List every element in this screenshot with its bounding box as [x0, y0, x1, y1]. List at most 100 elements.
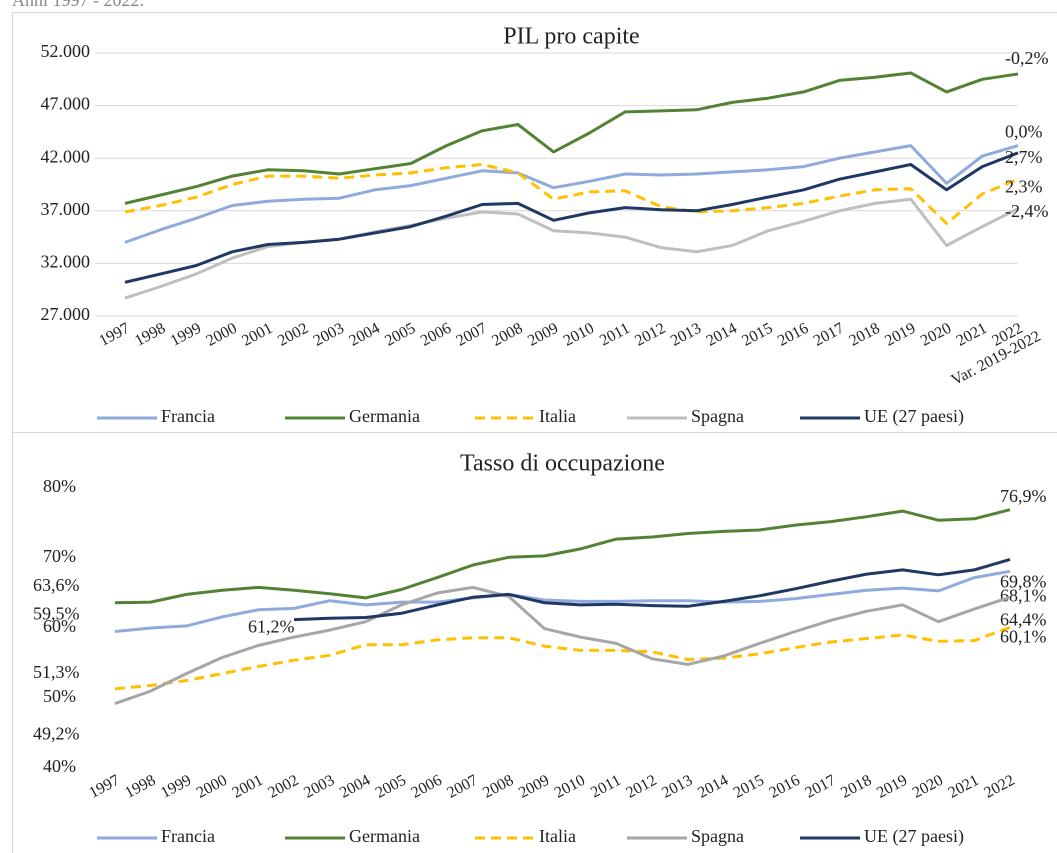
y-tick-label: 40%: [43, 756, 76, 776]
x-tick-label: 2009: [516, 772, 552, 802]
x-tick-label: 2005: [373, 772, 409, 802]
series-line: [114, 508, 1011, 605]
x-tick-label: 1998: [122, 772, 158, 802]
x-tick-label: 2000: [204, 320, 240, 350]
series-line: [124, 71, 1019, 205]
x-tick-label: 2002: [265, 772, 301, 802]
legend-label: UE (27 paesi): [864, 406, 964, 427]
x-tick-label: 2013: [659, 772, 695, 802]
x-tick-label: 2000: [194, 772, 230, 802]
legend-label: Francia: [161, 826, 215, 846]
legend-label: Francia: [161, 406, 215, 426]
x-tick-label: 2008: [480, 772, 516, 802]
y-tick-label: 80%: [43, 476, 76, 496]
y-tick-label: 60%: [43, 616, 76, 636]
data-label: 68,1%: [1000, 585, 1047, 605]
series-line: [293, 557, 1011, 622]
x-tick-label: 2010: [552, 772, 588, 802]
series-line: [124, 197, 1019, 300]
x-tick-label: 2011: [597, 320, 633, 350]
legend-label: UE (27 paesi): [864, 826, 964, 847]
x-tick-label: 2002: [275, 320, 311, 350]
y-tick-label: 32.000: [41, 252, 91, 272]
end-label: -2,4%: [1005, 201, 1049, 221]
y-tick-label: 27.000: [41, 304, 91, 324]
end-label: 2,3%: [1005, 176, 1043, 196]
x-tick-label: 2014: [695, 772, 731, 802]
legend-label: Spagna: [691, 826, 744, 846]
x-tick-label: 1997: [96, 320, 132, 350]
x-tick-label: 2007: [444, 772, 480, 802]
x-tick-label: 2020: [918, 320, 954, 350]
series-line: [114, 569, 1011, 633]
x-tick-label: 2011: [588, 772, 624, 802]
legend-label: Germania: [349, 406, 420, 426]
x-tick-label: 2014: [704, 320, 740, 350]
x-tick-label: 2019: [882, 320, 918, 350]
x-tick-label: 1999: [168, 320, 204, 350]
x-tick-label: 2003: [301, 772, 337, 802]
x-tick-label: 2008: [489, 320, 525, 350]
end-label: 0,0%: [1005, 122, 1043, 142]
x-tick-label: 2012: [632, 320, 668, 350]
x-tick-label: 2015: [739, 320, 775, 350]
series-line: [124, 144, 1019, 244]
x-tick-label: 2005: [382, 320, 418, 350]
x-tick-label: 2019: [874, 772, 910, 802]
x-tick-label: 2021: [954, 320, 990, 350]
x-tick-label: 2020: [910, 772, 946, 802]
series-line: [114, 625, 1011, 691]
data-label: 76,9%: [1000, 486, 1047, 506]
x-tick-label: 2016: [767, 772, 803, 802]
data-label: 64,4%: [1000, 609, 1047, 629]
legend-label: Italia: [539, 826, 576, 846]
x-tick-label: 2022: [981, 772, 1017, 802]
chart-title: Tasso di occupazione: [460, 451, 665, 477]
x-tick-label: 1998: [132, 320, 168, 350]
header-text: Anni 1997 - 2022.: [12, 0, 144, 10]
data-label: 63,6%: [33, 575, 80, 595]
x-tick-label: 2012: [623, 772, 659, 802]
data-label: 69,8%: [1000, 572, 1047, 592]
x-tick-label: 2007: [454, 320, 490, 350]
chart-title: PIL pro capite: [503, 24, 639, 50]
series-line: [114, 585, 1011, 706]
x-tick-label: 2006: [409, 772, 445, 802]
x-tick-label: 2006: [418, 320, 454, 350]
x-tick-label: 2021: [946, 772, 982, 802]
x-tick-label: 2018: [838, 772, 874, 802]
x-tick-label: 2018: [846, 320, 882, 350]
x-tick-label: 2004: [346, 320, 382, 350]
x-tick-label: 2015: [731, 772, 767, 802]
data-label: 61,2%: [248, 617, 295, 637]
y-tick-label: 70%: [43, 546, 76, 566]
y-tick-label: 47.000: [41, 94, 91, 114]
end-label: -0,2%: [1005, 48, 1049, 68]
x-tick-label: 1999: [158, 772, 194, 802]
x-tick-label: 2003: [311, 320, 347, 350]
y-tick-label: 42.000: [41, 146, 91, 166]
end-label: 2,7%: [1005, 147, 1043, 167]
x-tick-label: 2004: [337, 772, 373, 802]
legend-label: Spagna: [691, 406, 744, 426]
data-label: 59,5%: [33, 604, 80, 624]
x-tick-label: 2016: [775, 320, 811, 350]
y-tick-label: 50%: [43, 686, 76, 706]
legend-label: Germania: [349, 826, 420, 846]
y-tick-label: 37.000: [41, 199, 91, 219]
data-label: 51,3%: [33, 662, 80, 682]
data-label: 60,1%: [1000, 626, 1047, 646]
series-line: [124, 151, 1019, 284]
y-tick-label: 52.000: [41, 41, 91, 61]
x-tick-label: 2017: [802, 772, 838, 802]
x-tick-label: 2001: [239, 320, 275, 350]
x-tick-label: 2010: [561, 320, 597, 350]
data-label: 49,2%: [33, 724, 80, 744]
x-tick-label: 2017: [811, 320, 847, 350]
x-tick-label: 2009: [525, 320, 561, 350]
x-tick-label: 2013: [668, 320, 704, 350]
legend-label: Italia: [539, 406, 576, 426]
x-tick-label: 2001: [230, 772, 266, 802]
x-tick-label: 1997: [86, 772, 122, 802]
